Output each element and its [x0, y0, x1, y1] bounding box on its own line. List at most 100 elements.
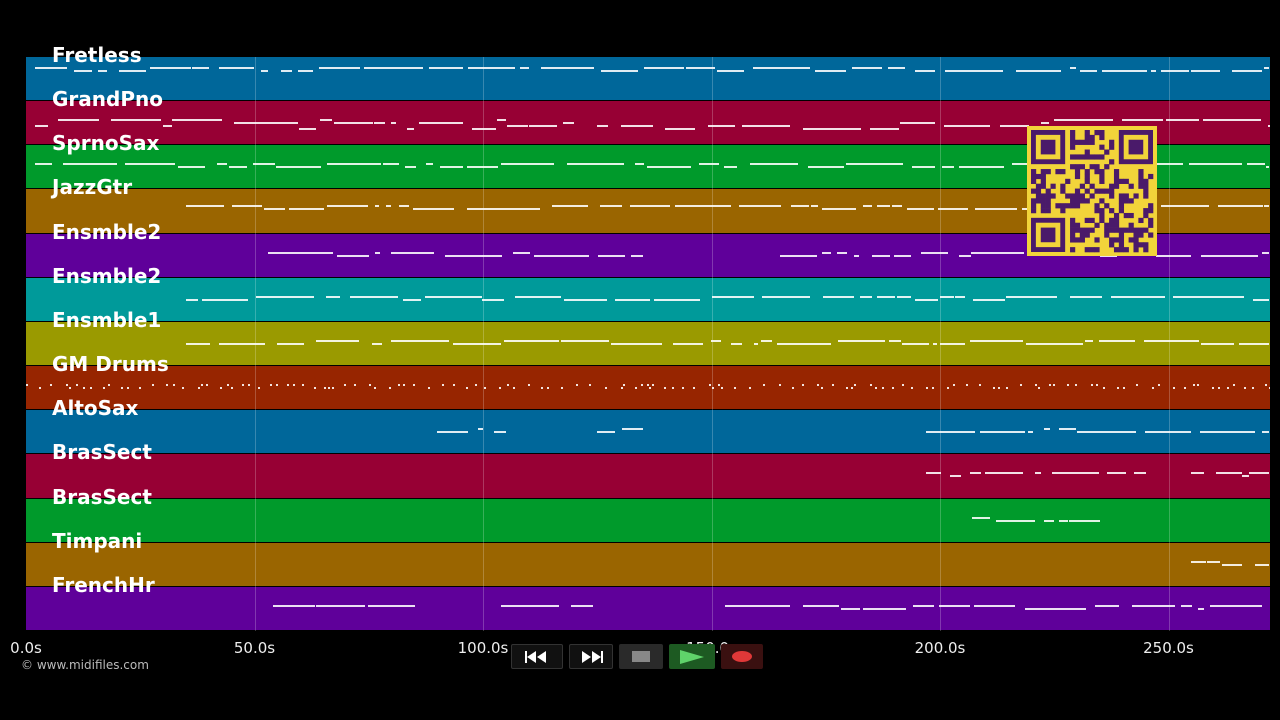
- note: [426, 163, 433, 165]
- track-lane[interactable]: [26, 366, 1270, 409]
- note: [98, 70, 108, 72]
- note: [103, 387, 106, 389]
- note: [561, 387, 564, 389]
- track-lane[interactable]: [26, 410, 1270, 453]
- note: [328, 387, 331, 389]
- note: [791, 387, 794, 389]
- note: [821, 252, 832, 254]
- note: [1239, 343, 1270, 345]
- note: [1098, 340, 1135, 342]
- note: [892, 387, 895, 389]
- note: [478, 428, 484, 430]
- note: [76, 384, 79, 386]
- note: [277, 343, 304, 345]
- stop-button[interactable]: [619, 644, 663, 669]
- note: [1261, 252, 1270, 254]
- note: [978, 384, 981, 386]
- note: [412, 384, 415, 386]
- note: [938, 605, 970, 607]
- note: [970, 340, 1023, 342]
- note: [708, 384, 711, 386]
- note: [334, 122, 373, 124]
- note: [665, 128, 695, 130]
- note: [814, 70, 847, 72]
- note: [288, 208, 325, 210]
- note: [1135, 384, 1138, 386]
- note: [228, 166, 248, 168]
- note: [1070, 67, 1076, 69]
- note: [1102, 70, 1148, 72]
- note: [35, 163, 53, 165]
- note: [718, 384, 721, 386]
- note: [841, 608, 861, 610]
- track-label: SprnoSax: [52, 131, 160, 155]
- fast-forward-button[interactable]: [569, 644, 613, 669]
- note: [323, 387, 326, 389]
- piano-roll[interactable]: [26, 57, 1270, 631]
- note: [501, 163, 555, 165]
- note: [899, 122, 935, 124]
- note: [428, 67, 464, 69]
- note: [38, 387, 41, 389]
- record-button[interactable]: [721, 644, 763, 669]
- note: [218, 67, 254, 69]
- track-lane[interactable]: [26, 57, 1270, 100]
- grid-line: [483, 57, 484, 631]
- note: [739, 205, 782, 207]
- note: [598, 255, 626, 257]
- note: [327, 205, 369, 207]
- note: [776, 343, 831, 345]
- note: [331, 387, 334, 389]
- note: [971, 252, 1024, 254]
- note: [1191, 472, 1205, 474]
- track-lane[interactable]: [26, 322, 1270, 365]
- note: [749, 163, 798, 165]
- note: [773, 605, 791, 607]
- note: [126, 387, 129, 389]
- note: [399, 205, 409, 207]
- note: [708, 125, 736, 127]
- note: [791, 205, 810, 207]
- note: [404, 166, 417, 168]
- track-label: BrasSect: [52, 485, 152, 509]
- note: [185, 343, 210, 345]
- note: [1132, 605, 1176, 607]
- note: [912, 605, 934, 607]
- note: [621, 428, 643, 430]
- note: [1059, 428, 1076, 430]
- note: [932, 387, 935, 389]
- note: [1173, 387, 1176, 389]
- note: [263, 208, 286, 210]
- note: [402, 384, 405, 386]
- note: [1074, 384, 1077, 386]
- note: [266, 122, 298, 124]
- grid-line: [711, 57, 713, 631]
- track-lane[interactable]: [26, 499, 1270, 542]
- note: [163, 125, 173, 127]
- note: [367, 605, 415, 607]
- note: [753, 343, 759, 345]
- track-label: Ensmble2: [52, 220, 162, 244]
- track-lane[interactable]: [26, 543, 1270, 586]
- track-lane[interactable]: [26, 454, 1270, 498]
- note: [406, 128, 415, 130]
- note: [327, 163, 382, 165]
- rewind-button[interactable]: [511, 644, 563, 669]
- note: [1264, 205, 1270, 207]
- note: [891, 205, 903, 207]
- note: [483, 387, 486, 389]
- track-lane[interactable]: [26, 278, 1270, 321]
- play-button[interactable]: [669, 644, 715, 669]
- track-lane[interactable]: [26, 587, 1270, 630]
- note: [943, 125, 990, 127]
- note: [1035, 384, 1038, 386]
- note: [107, 384, 110, 386]
- note: [1217, 387, 1220, 389]
- track-label: AltoSax: [52, 396, 139, 420]
- tick-label: 200.0s: [914, 639, 966, 657]
- note: [391, 252, 435, 254]
- note: [364, 67, 423, 69]
- note: [1151, 387, 1154, 389]
- note: [1252, 299, 1270, 301]
- note: [501, 605, 559, 607]
